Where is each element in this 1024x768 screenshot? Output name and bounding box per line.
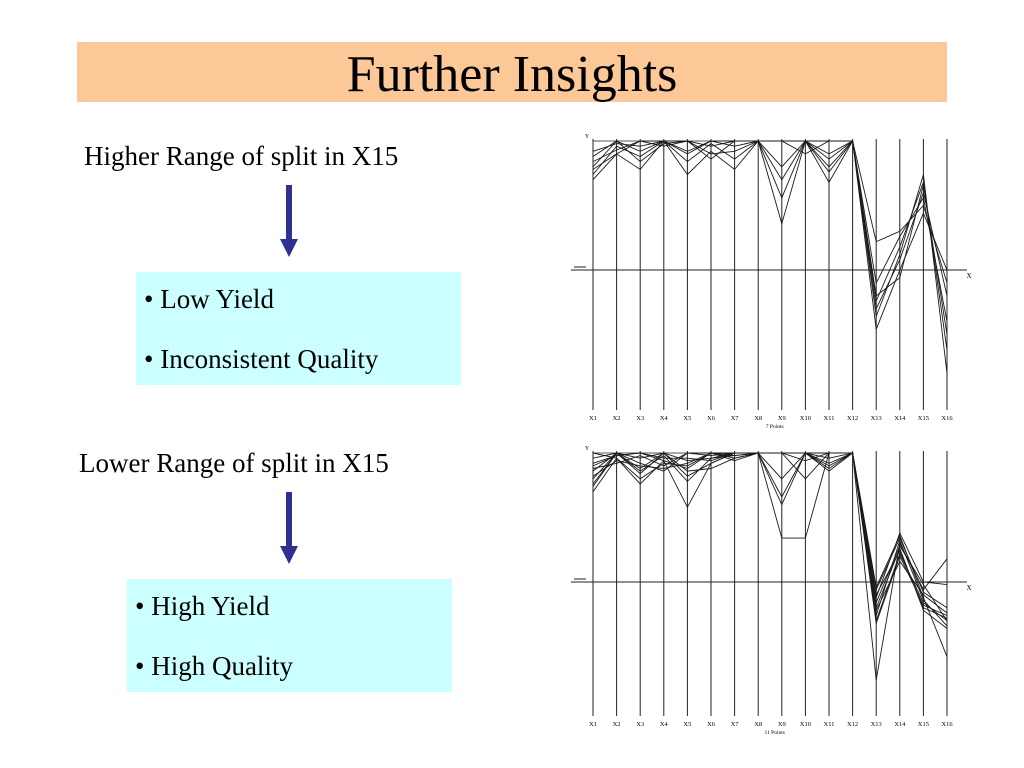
tick-label-x14: X14 — [894, 721, 906, 728]
title-bar: Further Insights — [77, 42, 947, 103]
tick-label-x13: X13 — [871, 721, 882, 728]
down-arrow-icon — [280, 492, 298, 564]
tick-label-x8: X8 — [754, 721, 762, 728]
bullet-high-yield: • High Yield — [135, 591, 270, 621]
tick-label-x6: X6 — [707, 415, 716, 422]
series-line-4 — [592, 452, 948, 614]
tick-label-x10: X10 — [800, 415, 811, 422]
tick-label-x16: X16 — [941, 415, 953, 422]
series-line-11 — [592, 452, 948, 629]
tick-label-x12: X12 — [847, 721, 858, 728]
tick-label-x9: X9 — [778, 415, 786, 422]
series-line-1 — [592, 452, 948, 624]
tick-label-x11: X11 — [824, 415, 835, 422]
y-axis-letter: Y — [585, 134, 590, 140]
tick-label-x7: X7 — [731, 415, 740, 422]
slide-title: Further Insights — [346, 46, 678, 103]
tick-label-x2: X2 — [613, 721, 621, 728]
parallel-coordinates-plot-11-points: X1 X2 X3 X4 X5 X6 X7 X8 X9 X10 X11 X12 X13 X14 X15 X16 1… — [571, 446, 972, 736]
tick-label-x6: X6 — [707, 721, 716, 728]
tick-label-x15: X15 — [918, 415, 929, 422]
tick-label-x5: X5 — [683, 415, 691, 422]
series-line-3 — [592, 140, 948, 322]
bullet-high-quality: • High Quality — [135, 651, 293, 681]
y-axis-letter: Y — [585, 446, 590, 452]
x-axis-letter: X — [966, 272, 971, 280]
tick-label-x1: X1 — [589, 415, 597, 422]
result-box-lower-range: • High Yield • High Quality — [127, 579, 452, 692]
tick-label-x3: X3 — [636, 415, 644, 422]
tick-label-x15: X15 — [918, 721, 929, 728]
tick-label-x12: X12 — [847, 415, 858, 422]
series-line-2 — [592, 139, 948, 311]
section-heading-lower-range: Lower Range of split in X15 — [79, 448, 389, 478]
tick-label-x16: X16 — [941, 721, 953, 728]
series-line-3 — [592, 452, 948, 657]
tick-label-x10: X10 — [800, 721, 811, 728]
result-box-higher-range: • Low Yield • Inconsistent Quality — [136, 272, 461, 385]
tick-label-x4: X4 — [660, 415, 669, 422]
section-heading-higher-range: Higher Range of split in X15 — [84, 141, 399, 171]
plot-caption: 11 Points — [765, 730, 785, 736]
tick-label-x11: X11 — [824, 721, 835, 728]
tick-label-x5: X5 — [683, 721, 691, 728]
series-line-5 — [592, 452, 948, 681]
bullet-low-yield: • Low Yield — [144, 284, 274, 314]
down-arrow-icon — [280, 185, 298, 257]
bullet-inconsistent-quality: • Inconsistent Quality — [144, 344, 379, 374]
tick-label-x1: X1 — [589, 721, 597, 728]
tick-label-x4: X4 — [660, 721, 669, 728]
tick-label-x14: X14 — [894, 415, 906, 422]
x-axis-letter: X — [966, 584, 971, 592]
parallel-coordinates-plot-7-points: X1 X2 X3 X4 X5 X6 X7 X8 X9 X10 X11 X12 X13 X14 X15 X16 7… — [571, 134, 972, 430]
series-line-5 — [592, 140, 948, 374]
series-line-1 — [592, 139, 948, 351]
tick-label-x8: X8 — [754, 415, 762, 422]
series-line-7 — [592, 140, 948, 335]
tick-label-x3: X3 — [636, 721, 644, 728]
tick-label-x9: X9 — [778, 721, 786, 728]
tick-label-x13: X13 — [871, 415, 882, 422]
series-line-10 — [592, 452, 948, 609]
tick-label-x2: X2 — [613, 415, 621, 422]
tick-label-x7: X7 — [731, 721, 740, 728]
plot-caption: 7 Points — [766, 424, 784, 430]
